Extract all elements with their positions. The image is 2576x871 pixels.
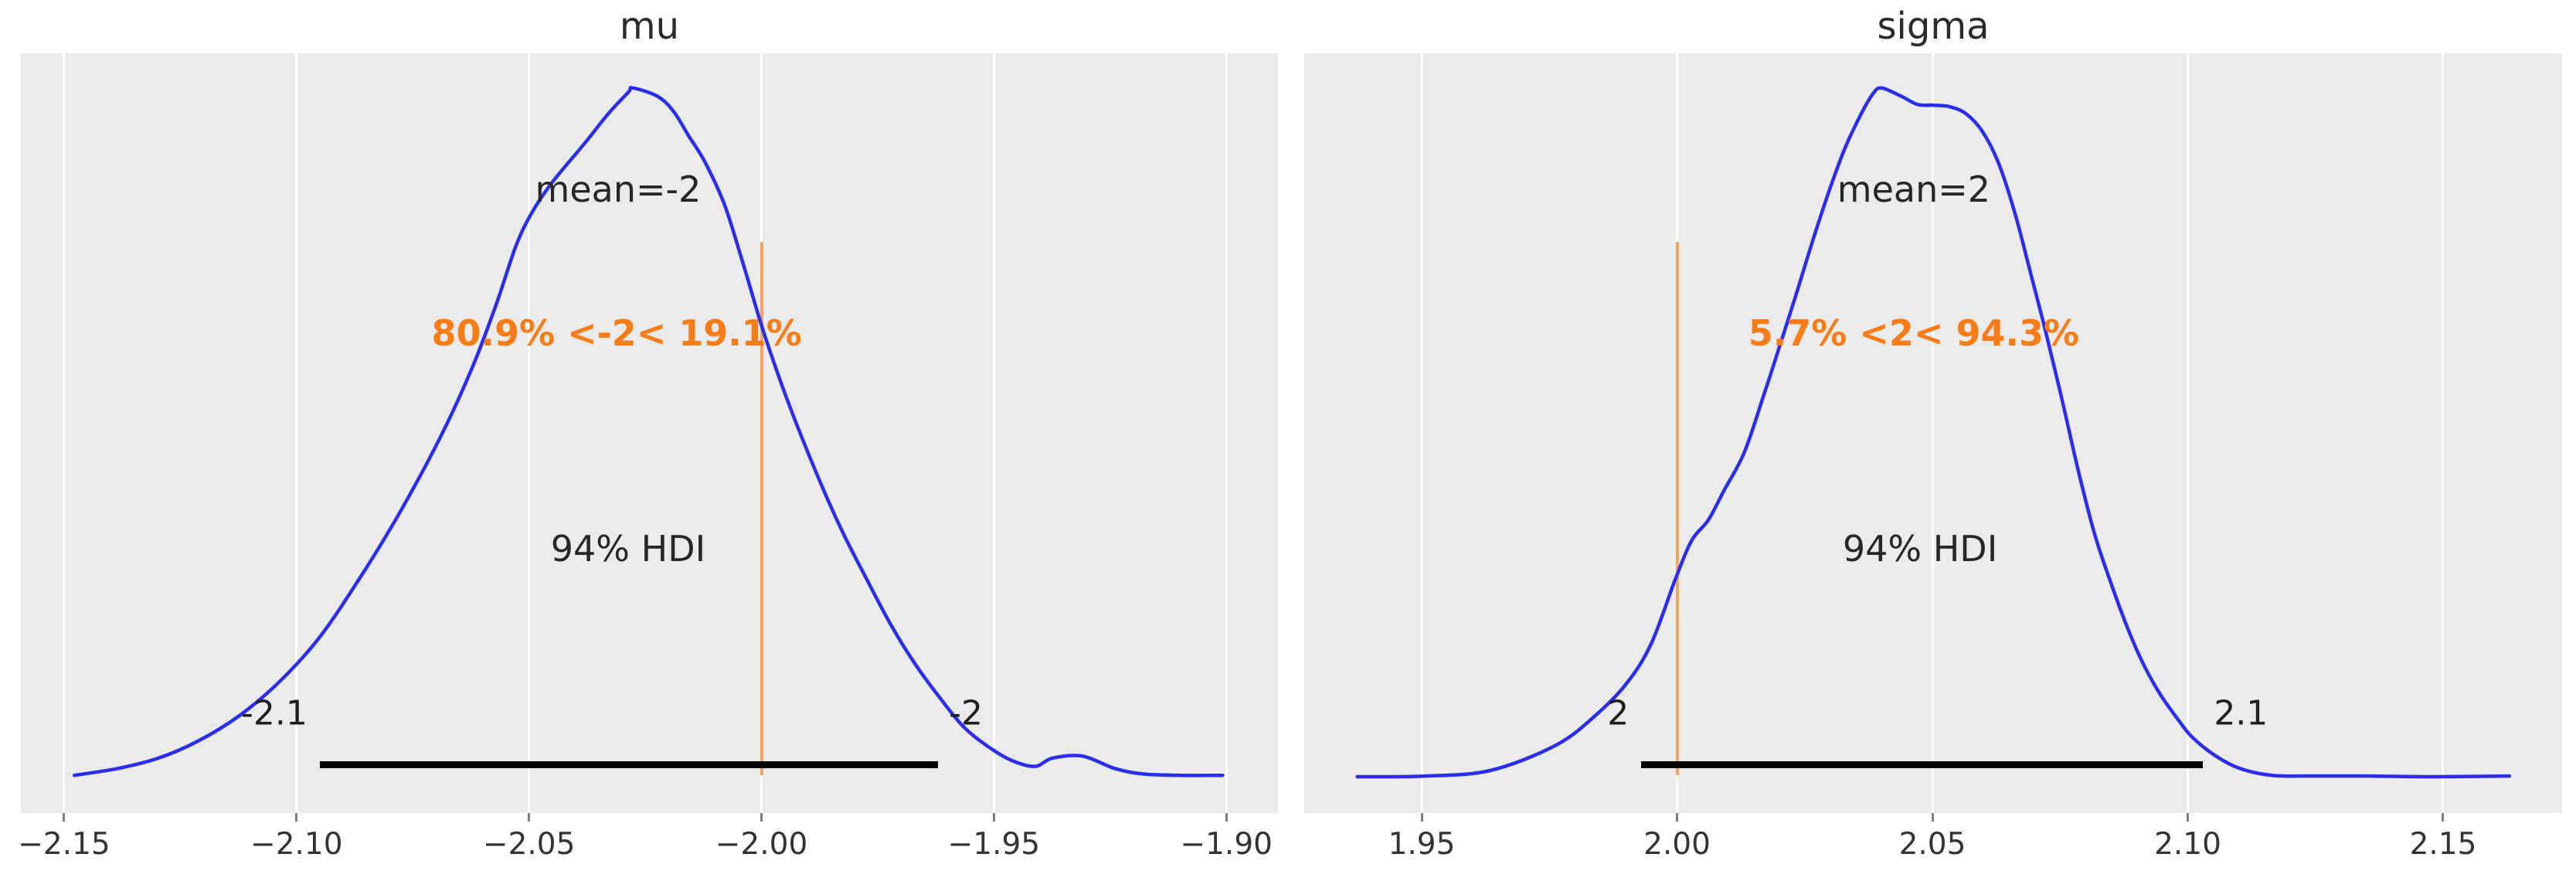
x-tick-label: 1.95 xyxy=(1388,827,1456,862)
gridline xyxy=(63,53,66,813)
x-tickmark xyxy=(1676,813,1679,822)
ref-value-text: 5.7% <2< 94.3% xyxy=(1748,311,2080,354)
gridline xyxy=(2442,53,2445,813)
hdi-upper-label: -2 xyxy=(949,693,984,733)
x-tick-label: 2.00 xyxy=(1643,827,1711,862)
hdi-bar xyxy=(319,761,939,769)
gridline xyxy=(2186,53,2189,813)
hdi-bar xyxy=(1641,761,2204,769)
hdi-upper-label: 2.1 xyxy=(2214,693,2268,733)
x-tickmark xyxy=(1931,813,1934,822)
x-tick-label: −2.10 xyxy=(250,827,343,862)
x-tickmark xyxy=(1225,813,1228,822)
x-tickmark xyxy=(295,813,298,822)
ref-value-line xyxy=(760,241,763,776)
x-tick-label: 2.05 xyxy=(1898,827,1966,862)
ref-value-text: 80.9% <-2< 19.1% xyxy=(431,311,802,354)
x-tick-label: −2.15 xyxy=(18,827,110,862)
hdi-lower-label: 2 xyxy=(1607,693,1630,733)
x-tick-label: −1.90 xyxy=(1180,827,1273,862)
hdi-text: 94% HDI xyxy=(550,527,706,570)
x-tick-label: −2.00 xyxy=(715,827,808,862)
ref-value-line xyxy=(1675,241,1679,776)
panel-title-sigma: sigma xyxy=(1877,5,1990,48)
kde-curve xyxy=(1355,86,2512,779)
gridline xyxy=(295,53,298,813)
hdi-lower-label: -2.1 xyxy=(241,693,308,733)
panel-title-mu: mu xyxy=(619,5,680,48)
mean-label: mean=2 xyxy=(1837,168,1991,210)
x-tick-label: −2.05 xyxy=(482,827,576,862)
kde-curve-path xyxy=(72,86,1225,777)
x-tickmark xyxy=(528,813,531,822)
x-tick-label: 2.15 xyxy=(2409,827,2477,862)
plot-area-mu: −2.15 −2.10 −2.05 −2.00 −1.95 −1.90 -2.1 -2 mean… xyxy=(18,53,1278,862)
plot-area-sigma: 1.95 2.00 2.05 2.10 2.15 2 2.1 mean=2 5.7% <2< 9… xyxy=(1304,53,2562,862)
gridline xyxy=(1225,53,1228,813)
x-tick-label: −1.95 xyxy=(947,827,1041,862)
kde-curve-path xyxy=(1355,86,2512,779)
kde-curve xyxy=(72,86,1225,777)
x-tickmark xyxy=(2186,813,2189,822)
gridline xyxy=(1420,53,1423,813)
x-tickmark xyxy=(1420,813,1423,822)
gridline xyxy=(528,53,531,813)
x-tickmark xyxy=(63,813,66,822)
x-tickmark xyxy=(2442,813,2445,822)
x-tick-label: 2.10 xyxy=(2154,827,2221,862)
gridline xyxy=(992,53,995,813)
x-tickmark xyxy=(992,813,995,822)
x-tickmark xyxy=(760,813,763,822)
gridline xyxy=(1931,53,1934,813)
hdi-text: 94% HDI xyxy=(1842,527,1998,570)
mean-label: mean=-2 xyxy=(535,168,702,210)
